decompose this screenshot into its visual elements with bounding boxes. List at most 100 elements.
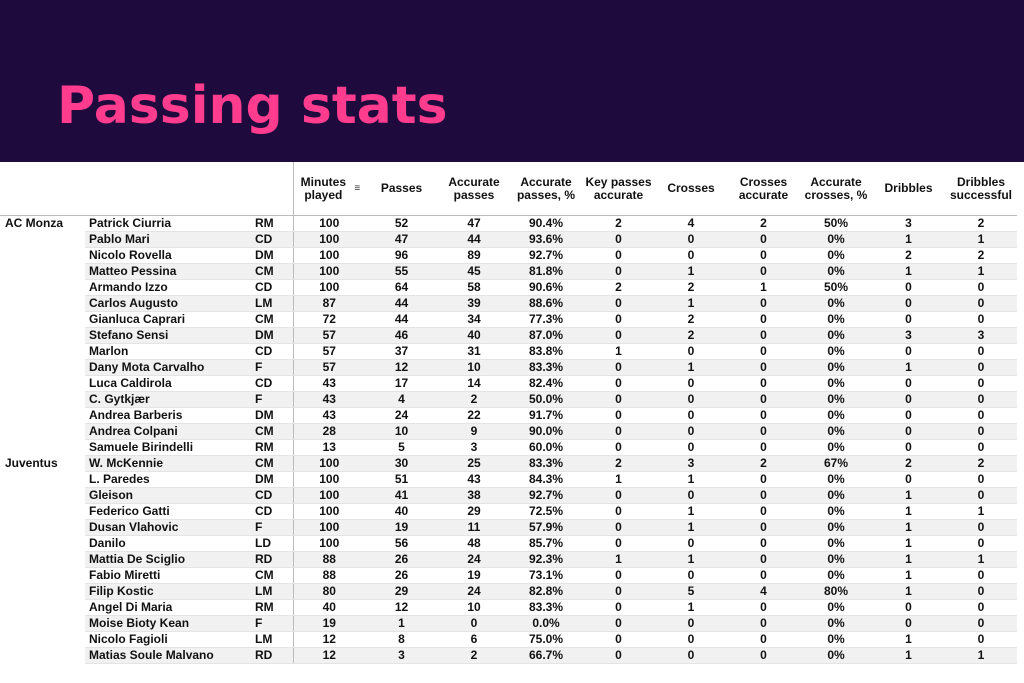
crosses-accurate-cell: 0 (727, 439, 800, 456)
position-cell: CM (252, 263, 294, 280)
key-passes-cell: 0 (582, 407, 655, 424)
dribbles-cell: 0 (872, 311, 945, 328)
passes-cell: 51 (365, 471, 438, 488)
accurate-crosses-pct-cell: 0% (800, 247, 872, 264)
accurate-crosses-pct-cell: 0% (800, 295, 872, 312)
position-cell: RM (252, 439, 294, 456)
position-cell: CD (252, 279, 294, 296)
crosses-cell: 4 (655, 215, 727, 232)
minutes-cell: 100 (293, 519, 365, 536)
accurate-passes-cell: 48 (438, 535, 510, 552)
dribbles-successful-cell: 0 (945, 487, 1017, 504)
passes-cell: 17 (365, 375, 438, 392)
table-row: Samuele Birindelli RM 13 5 3 60.0% 0 0 0 0% 0 0 (0, 439, 1024, 456)
table-row: L. Paredes DM 100 51 43 84.3% 1 1 0 0% 0 0 (0, 471, 1024, 488)
team-cell (0, 615, 85, 632)
accurate-passes-cell: 47 (438, 215, 510, 232)
dribbles-successful-cell: 0 (945, 423, 1017, 440)
header-key-passes-accurate[interactable]: Key passes accurate (582, 162, 655, 216)
minutes-cell: 13 (293, 439, 365, 456)
crosses-cell: 0 (655, 247, 727, 264)
dribbles-cell: 1 (872, 631, 945, 648)
player-name-cell: Gianluca Caprari (85, 311, 252, 328)
passes-cell: 47 (365, 231, 438, 248)
sort-descending-icon[interactable]: ≡ (354, 183, 361, 194)
accurate-crosses-pct-cell: 0% (800, 487, 872, 504)
minutes-cell: 88 (293, 551, 365, 568)
team-cell (0, 391, 85, 408)
position-cell: CD (252, 503, 294, 520)
crosses-cell: 0 (655, 567, 727, 584)
accurate-passes-cell: 40 (438, 327, 510, 344)
accurate-passes-cell: 38 (438, 487, 510, 504)
accurate-crosses-pct-cell: 50% (800, 279, 872, 296)
table-row: Marlon CD 57 37 31 83.8% 1 0 0 0% 0 0 (0, 343, 1024, 360)
crosses-accurate-cell: 0 (727, 359, 800, 376)
table-row: Matteo Pessina CM 100 55 45 81.8% 0 1 0 0% 1 1 (0, 263, 1024, 280)
team-cell (0, 247, 85, 264)
position-cell: F (252, 391, 294, 408)
crosses-accurate-cell: 0 (727, 423, 800, 440)
dribbles-cell: 0 (872, 471, 945, 488)
header-dribbles-successful[interactable]: Dribbles successful (945, 162, 1017, 216)
crosses-accurate-cell: 2 (727, 215, 800, 232)
header-accurate-passes[interactable]: Accurate passes (438, 162, 510, 216)
accurate-passes-pct-cell: 83.3% (510, 359, 582, 376)
player-name-cell: Filip Kostic (85, 583, 252, 600)
minutes-cell: 100 (293, 487, 365, 504)
accurate-crosses-pct-cell: 67% (800, 455, 872, 472)
dribbles-successful-cell: 3 (945, 327, 1017, 344)
accurate-passes-pct-cell: 82.8% (510, 583, 582, 600)
accurate-passes-cell: 24 (438, 583, 510, 600)
key-passes-cell: 0 (582, 359, 655, 376)
player-name-cell: Marlon (85, 343, 252, 360)
accurate-passes-cell: 29 (438, 503, 510, 520)
key-passes-cell: 0 (582, 327, 655, 344)
accurate-passes-cell: 89 (438, 247, 510, 264)
player-name-cell: Matteo Pessina (85, 263, 252, 280)
minutes-cell: 57 (293, 327, 365, 344)
team-cell (0, 583, 85, 600)
team-cell (0, 375, 85, 392)
team-cell (0, 327, 85, 344)
dribbles-successful-cell: 2 (945, 215, 1017, 232)
dribbles-successful-cell: 0 (945, 583, 1017, 600)
accurate-passes-pct-cell: 91.7% (510, 407, 582, 424)
dribbles-cell: 0 (872, 375, 945, 392)
header-passes[interactable]: Passes (365, 162, 438, 216)
crosses-accurate-cell: 0 (727, 599, 800, 616)
position-cell: RD (252, 551, 294, 568)
team-cell (0, 231, 85, 248)
accurate-crosses-pct-cell: 0% (800, 567, 872, 584)
dribbles-cell: 0 (872, 423, 945, 440)
header-crosses[interactable]: Crosses (655, 162, 727, 216)
accurate-passes-cell: 11 (438, 519, 510, 536)
header-crosses-accurate[interactable]: Crosses accurate (727, 162, 800, 216)
accurate-passes-cell: 10 (438, 359, 510, 376)
minutes-cell: 87 (293, 295, 365, 312)
minutes-cell: 43 (293, 375, 365, 392)
table-row: Angel Di Maria RM 40 12 10 83.3% 0 1 0 0% 0 0 (0, 599, 1024, 616)
header-accurate-crosses-pct[interactable]: Accurate crosses, % (800, 162, 872, 216)
crosses-cell: 0 (655, 631, 727, 648)
accurate-crosses-pct-cell: 80% (800, 583, 872, 600)
team-cell (0, 535, 85, 552)
team-cell (0, 567, 85, 584)
accurate-passes-cell: 34 (438, 311, 510, 328)
header-minutes-played[interactable]: Minutes played ≡ (293, 162, 365, 216)
passes-cell: 40 (365, 503, 438, 520)
crosses-cell: 0 (655, 407, 727, 424)
header-accurate-passes-pct[interactable]: Accurate passes, % (510, 162, 582, 216)
position-cell: DM (252, 471, 294, 488)
accurate-crosses-pct-cell: 0% (800, 631, 872, 648)
crosses-cell: 1 (655, 359, 727, 376)
position-cell: CD (252, 231, 294, 248)
position-cell: DM (252, 247, 294, 264)
header-dribbles[interactable]: Dribbles (872, 162, 945, 216)
accurate-crosses-pct-cell: 0% (800, 599, 872, 616)
accurate-passes-pct-cell: 72.5% (510, 503, 582, 520)
dribbles-cell: 1 (872, 647, 945, 664)
accurate-crosses-pct-cell: 0% (800, 439, 872, 456)
table-row: AC Monza Patrick Ciurria RM 100 52 47 90.4% 2 4 2… (0, 215, 1024, 232)
player-name-cell: Andrea Colpani (85, 423, 252, 440)
